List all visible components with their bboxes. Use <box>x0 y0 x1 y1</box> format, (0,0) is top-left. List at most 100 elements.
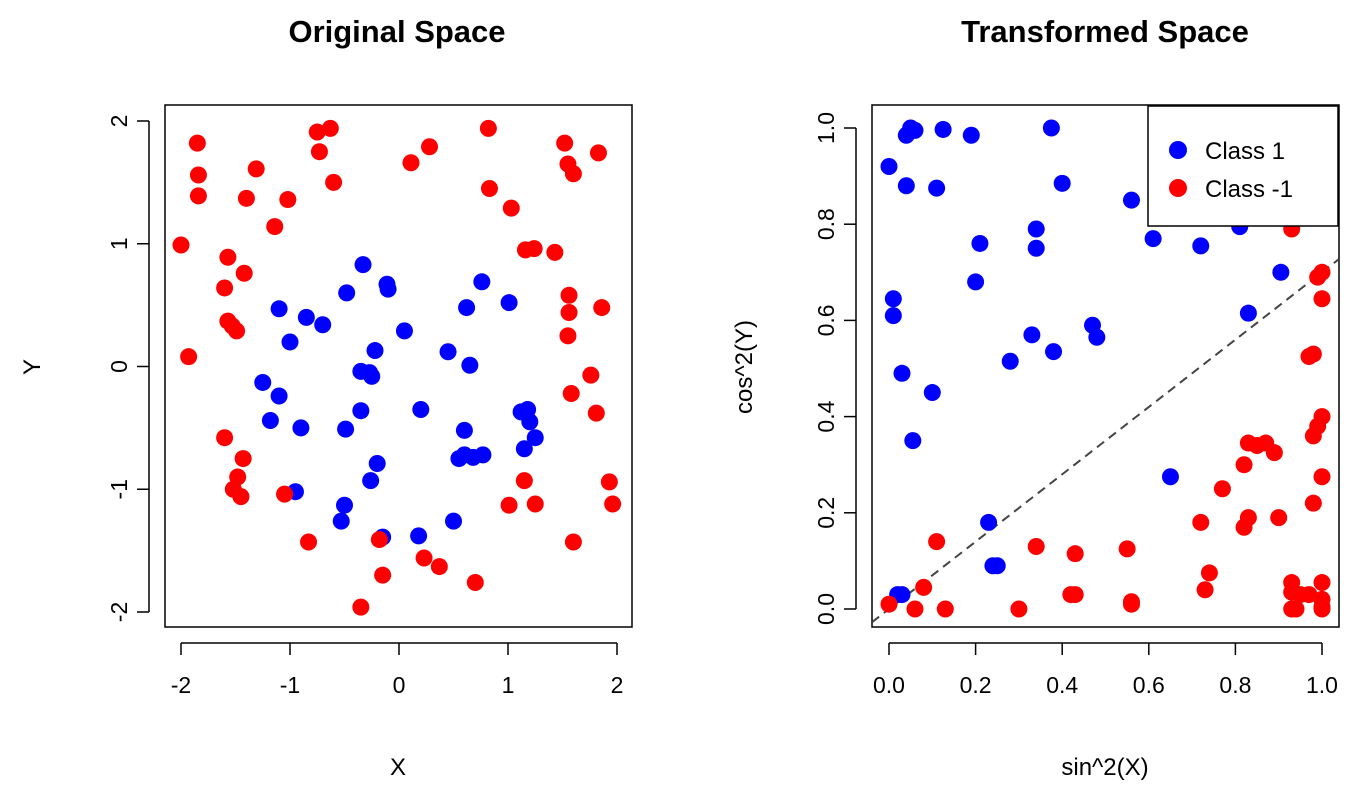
point-red <box>216 429 234 447</box>
point-blue <box>1027 220 1045 238</box>
legend: Class 1 Class -1 <box>1147 105 1339 227</box>
point-blue <box>928 179 946 197</box>
point-blue <box>1045 343 1063 361</box>
point-red <box>1313 290 1331 308</box>
point-red <box>526 495 544 513</box>
point-blue <box>1001 352 1019 370</box>
point-red <box>562 385 580 403</box>
point-blue <box>884 290 902 308</box>
point-red <box>1200 564 1218 582</box>
point-blue <box>967 273 985 291</box>
plot-area-frame <box>164 104 633 628</box>
x-tick-label: 0.0 <box>873 672 905 698</box>
point-red <box>1213 480 1231 498</box>
point-red <box>1313 263 1331 281</box>
scatter-points <box>172 119 622 616</box>
point-red <box>1304 494 1322 512</box>
y-tick-label: 0.4 <box>813 400 839 432</box>
point-blue <box>1042 119 1060 137</box>
point-blue <box>410 527 428 545</box>
point-blue <box>897 177 915 195</box>
chart-title: Original Space <box>288 14 505 49</box>
y-tick-label: -1 <box>106 479 132 499</box>
point-red <box>936 600 954 618</box>
point-blue <box>297 308 315 326</box>
point-blue <box>893 586 911 604</box>
point-red <box>308 123 326 141</box>
point-blue <box>332 512 350 530</box>
point-red <box>430 558 448 576</box>
point-blue <box>352 402 370 420</box>
point-blue <box>314 316 332 334</box>
point-red <box>515 472 533 490</box>
point-blue <box>1122 191 1140 209</box>
y-tick-label: 1 <box>106 237 132 250</box>
point-red <box>600 473 618 491</box>
point-blue <box>1053 174 1071 192</box>
point-blue <box>1161 468 1179 486</box>
point-blue <box>455 421 473 439</box>
point-red <box>1270 509 1288 527</box>
point-blue <box>515 440 533 458</box>
point-blue <box>988 557 1006 575</box>
point-red <box>915 578 933 596</box>
point-blue <box>971 234 989 252</box>
point-blue <box>254 373 272 391</box>
point-red <box>1118 540 1136 558</box>
point-red <box>232 488 250 506</box>
legend-marker-class-1 <box>1169 141 1187 159</box>
x-tick-label: 0.6 <box>1133 672 1165 698</box>
y-tick-label: 0.0 <box>813 593 839 625</box>
point-red <box>172 236 190 254</box>
point-red <box>247 160 265 178</box>
x-tick-label: 1 <box>502 672 515 698</box>
point-red <box>235 264 253 282</box>
point-blue <box>521 413 539 431</box>
point-red <box>604 495 622 513</box>
point-red <box>370 531 388 549</box>
point-red <box>189 187 207 205</box>
point-red <box>234 450 252 468</box>
point-blue <box>363 367 381 385</box>
point-blue <box>962 126 980 144</box>
point-red <box>321 119 339 137</box>
point-blue <box>379 280 397 298</box>
point-blue <box>884 307 902 325</box>
y-axis: 0.0 0.2 0.4 0.6 0.8 1.0 <box>813 112 857 625</box>
reference-line <box>871 258 1340 624</box>
point-red <box>1313 574 1331 592</box>
original-space-panel: Original Space -2 -1 0 1 2 -2 -1 0 1 2 X Y <box>19 14 633 781</box>
point-red <box>560 286 578 304</box>
point-red <box>279 191 297 209</box>
point-blue <box>893 364 911 382</box>
point-blue <box>338 284 356 302</box>
point-blue <box>934 120 952 138</box>
point-red <box>906 600 924 618</box>
point-red <box>415 549 433 567</box>
point-red <box>480 180 498 198</box>
point-red <box>266 218 284 236</box>
x-tick-label: 0.4 <box>1046 672 1078 698</box>
y-tick-label: 2 <box>106 115 132 128</box>
decision-boundary-line <box>871 258 1340 624</box>
point-blue <box>354 256 372 274</box>
y-tick-label: 0.2 <box>813 497 839 529</box>
point-red <box>1304 345 1322 363</box>
x-tick-label: 1.0 <box>1306 672 1338 698</box>
point-blue <box>904 432 922 450</box>
point-blue <box>368 454 386 472</box>
point-blue <box>270 387 288 405</box>
point-red <box>276 485 294 503</box>
point-red <box>374 566 392 584</box>
point-red <box>402 154 420 172</box>
x-tick-label: 0 <box>393 672 406 698</box>
point-red <box>556 134 574 152</box>
point-blue <box>366 342 384 360</box>
point-red <box>587 404 605 422</box>
point-red <box>189 166 207 184</box>
point-blue <box>1144 230 1162 248</box>
point-red <box>546 243 564 261</box>
x-tick-label: 0.2 <box>960 672 992 698</box>
point-blue <box>474 446 492 464</box>
